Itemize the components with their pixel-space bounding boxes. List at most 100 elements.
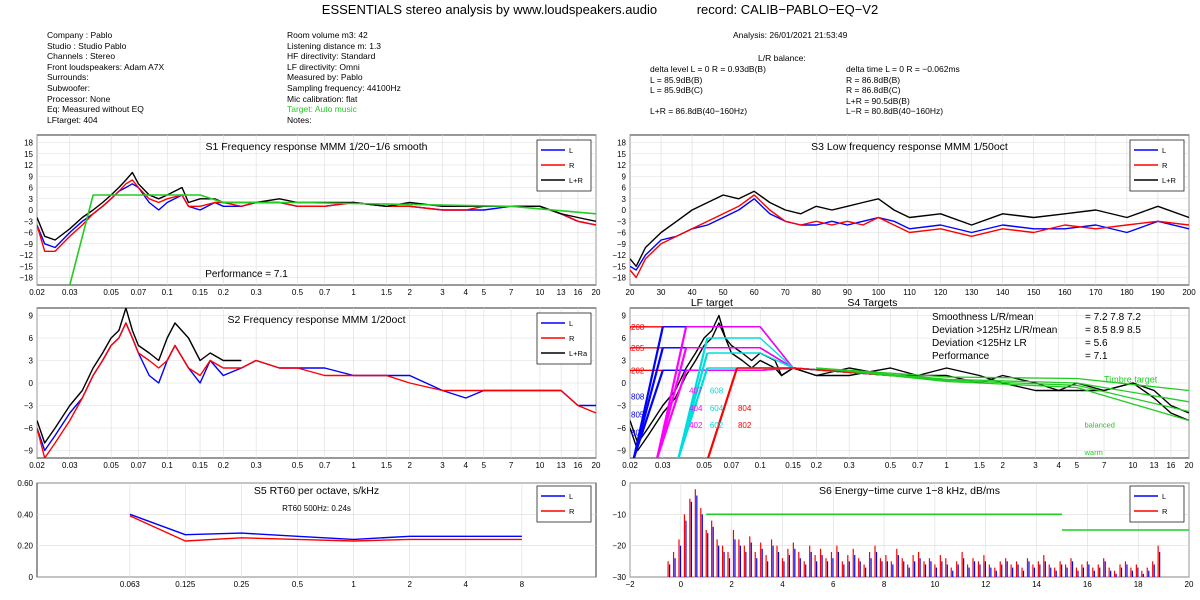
chart-title: S2 Frequency response MMM 1/20oct (228, 314, 406, 326)
series-line (69, 194, 596, 285)
series-line (632, 347, 664, 458)
y-tick-label: −30 (612, 573, 626, 582)
x-tick-label: 10 (535, 461, 544, 470)
info-line: delta level L = 0 R = 0.93dB(B) (650, 64, 766, 74)
y-tick-label: −12 (612, 251, 626, 260)
x-tick-label: 10 (1128, 461, 1137, 470)
y-tick-label: 9 (29, 172, 34, 181)
y-tick-label: −6 (617, 229, 627, 238)
x-tick-label: 0.1 (162, 461, 174, 470)
x-tick-label: 2 (407, 580, 412, 589)
target-label: 208 (631, 323, 645, 332)
series-line (737, 367, 891, 377)
x-tick-label: 0.063 (120, 580, 141, 589)
info-line: Mic calibration: flat (287, 93, 358, 104)
subtitle: LF target (691, 297, 733, 309)
x-tick-label: 0.07 (131, 461, 147, 470)
info-line: LFtarget: 404 (47, 114, 98, 125)
series-line (656, 347, 688, 458)
y-tick-label: 12 (24, 161, 33, 170)
x-tick-label: 5 (482, 461, 487, 470)
chart-s2: 0.02 0.03 0.05 0.07 0.1 0.15 0.2 0.3 0.5 0.7 1 1.5 2… (24, 307, 601, 470)
x-tick-label: 2 (1000, 461, 1005, 470)
y-tick-label: −9 (617, 240, 627, 249)
x-tick-label: 0.15 (192, 288, 208, 297)
x-tick-label: 0.3 (251, 288, 263, 297)
x-tick-label: 7 (509, 288, 514, 297)
legend-label: L (1162, 146, 1166, 155)
chart-title: S4 Targets (847, 297, 897, 309)
title-text: ESSENTIALS stereo analysis by www.loudsp… (321, 2, 658, 17)
target-label: 802 (738, 421, 752, 430)
series-line (129, 515, 522, 542)
y-tick-label: 0 (622, 206, 627, 215)
x-tick-label: 0.07 (131, 288, 147, 297)
x-tick-label: 7 (1102, 461, 1107, 470)
x-tick-label: 0.05 (103, 288, 119, 297)
info-line: Listening distance m: 1.3 (287, 40, 382, 51)
chart-title: S5 RT60 per octave, s/kHz (254, 485, 379, 497)
target-label: 802 (631, 429, 645, 438)
x-tick-label: 110 (903, 288, 916, 297)
x-tick-label: 50 (719, 288, 728, 297)
x-tick-label: 0.5 (885, 461, 897, 470)
x-tick-label: 0.5 (292, 288, 304, 297)
x-tick-label: 0.125 (175, 580, 196, 589)
x-tick-label: 3 (440, 288, 445, 297)
info-line: Sampling frequency: 44100Hz (287, 82, 401, 93)
x-tick-label: 4 (780, 580, 785, 589)
series-line (630, 326, 632, 332)
info-line: Subwoofer: (47, 82, 90, 93)
x-tick-label: 20 (592, 288, 601, 297)
x-tick-label: 0.5 (292, 461, 304, 470)
y-tick-label: −12 (19, 251, 33, 260)
x-tick-label: 16 (1166, 461, 1175, 470)
x-tick-label: 20 (626, 288, 635, 297)
legend-box (536, 485, 592, 523)
target-label: 202 (631, 366, 645, 375)
info-line: Channels : Stereo (47, 51, 116, 62)
info-line: Notes: (287, 114, 312, 125)
y-tick-label: 0.20 (17, 542, 33, 551)
info-line: Front loudspeakers: Adam A7X (47, 61, 165, 72)
analysis-date: Analysis: 26/01/2021 21:53:49 (733, 30, 848, 40)
x-tick-label: 8 (882, 580, 887, 589)
y-tick-label: 0.40 (17, 510, 33, 519)
x-tick-label: 0.2 (811, 461, 823, 470)
legend-label: L+R (1162, 176, 1177, 185)
plot-area (37, 308, 596, 458)
y-tick-label: 3 (622, 357, 627, 366)
lr-balance-title: L/R balance: (758, 53, 806, 63)
x-tick-label: 7 (509, 461, 514, 470)
x-tick-label: 0.1 (162, 288, 174, 297)
y-tick-label: 15 (617, 150, 626, 159)
x-tick-label: 0.05 (103, 461, 119, 470)
series-line (656, 369, 688, 458)
chart-title: S6 Energy−time curve 1−8 kHz, dB/ms (819, 485, 1000, 497)
y-tick-label: −6 (24, 424, 34, 433)
info-line: L+R = 90.5dB(B) (846, 95, 910, 106)
chart-s5: 0.063 0.125 0.25 0.5 1 2 4 8 0 0.20 0.40 0.60 S5 RT6… (17, 479, 597, 589)
curve-label: warm (1084, 448, 1103, 457)
x-tick-label: 4 (464, 580, 469, 589)
info-column-1: Company : Pablo Studio : Studio Pablo Ch… (47, 30, 164, 125)
x-tick-label: 100 (872, 288, 886, 297)
x-tick-label: 20 (592, 461, 601, 470)
x-tick-label: 180 (1120, 288, 1134, 297)
series-line (816, 367, 1189, 422)
series-line (630, 194, 1189, 279)
legend-label: R (569, 507, 575, 516)
y-tick-label: −6 (24, 229, 34, 238)
y-tick-label: 9 (622, 312, 627, 321)
y-tick-label: 0 (29, 379, 34, 388)
y-tick-label: 0 (622, 479, 627, 488)
y-tick-label: −6 (617, 424, 627, 433)
y-tick-label: 6 (622, 334, 627, 343)
legend-label: L+Ra (569, 349, 588, 358)
x-tick-label: 90 (843, 288, 852, 297)
info-line: L = 85.9dB(C) (650, 85, 703, 96)
stat-label: Deviation <125Hz LR (932, 338, 1027, 349)
series-line (677, 367, 709, 458)
record-text: record: CALIB−PABLO−EQ−V2 (696, 2, 879, 17)
